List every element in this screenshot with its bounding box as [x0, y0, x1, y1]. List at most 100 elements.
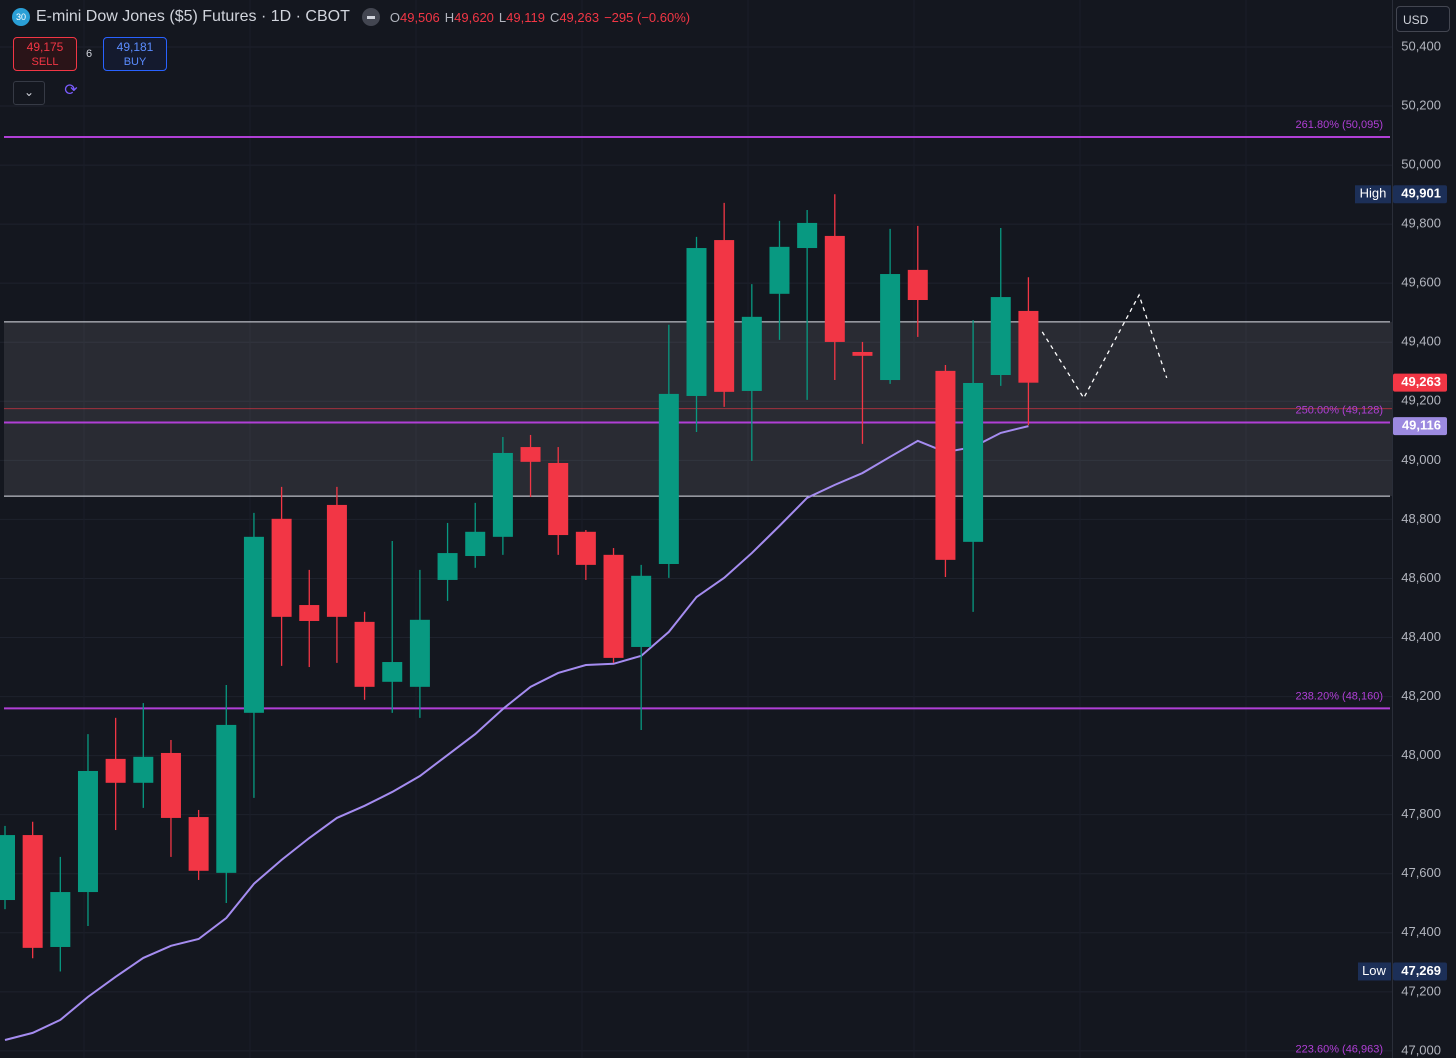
candle-body	[658, 393, 679, 564]
candle-body	[1018, 310, 1039, 383]
fib-label: 238.20% (48,160)	[1296, 690, 1383, 702]
ohlc-value: 49,506	[399, 9, 440, 25]
candle-body	[852, 351, 873, 356]
candle-body	[133, 756, 154, 783]
symbol-badge: 30	[12, 8, 30, 26]
y-tick-label: 49,000	[1401, 452, 1441, 467]
candle-body	[50, 892, 71, 947]
candle-body	[243, 536, 264, 713]
sync-icon[interactable]: ⟳	[64, 82, 78, 99]
candle-body	[880, 274, 901, 381]
y-tick-label: 49,600	[1401, 275, 1441, 290]
candle-body	[935, 370, 956, 560]
sell-button[interactable]: 49,175 SELL	[13, 37, 77, 71]
y-tick-label: 49,400	[1401, 334, 1441, 349]
candle-body	[769, 246, 790, 294]
candle-body	[990, 297, 1011, 376]
candle-body	[907, 269, 928, 301]
hide-button[interactable]	[361, 8, 380, 26]
ohlc-key: L	[498, 9, 507, 25]
buy-button[interactable]: 49,181 BUY	[103, 37, 167, 71]
candle-body	[520, 447, 541, 462]
y-tick-label: 48,000	[1401, 747, 1441, 762]
candle-body	[0, 835, 15, 901]
ohlc-legend: O49,506 H49,620 L49,119 C49,263 −295 (−0.60%…	[390, 10, 690, 25]
header: 30 E-mini Dow Jones ($5) Futures · 1D · …	[12, 8, 690, 26]
candle-body	[299, 605, 320, 621]
moving-average	[4, 425, 1029, 1041]
candle-body	[437, 553, 458, 580]
candle-body	[824, 235, 845, 342]
y-tick-label: 49,200	[1401, 393, 1441, 408]
ohlc-value: 49,119	[506, 9, 545, 25]
quantity: 6	[86, 48, 93, 60]
ohlc-value: 49,263	[559, 9, 600, 25]
candle-body	[465, 531, 486, 557]
low-badge	[1393, 962, 1447, 981]
high-badge	[1393, 185, 1447, 204]
candle-body	[354, 621, 375, 687]
candle-body	[797, 222, 818, 249]
candle-body	[77, 770, 98, 893]
ohlc-key: C	[549, 9, 560, 25]
sell-price: 49,175	[26, 40, 64, 54]
fib-label: 250.00% (49,128)	[1296, 404, 1383, 416]
y-tick-label: 47,600	[1401, 865, 1441, 880]
low-text: Low	[1362, 963, 1386, 978]
candle-body	[271, 518, 292, 617]
y-tick-label: 48,200	[1401, 688, 1441, 703]
ma-last-label: 49,116	[1402, 418, 1441, 433]
candle-body	[963, 382, 984, 542]
change: −295 (−0.60%)	[604, 9, 691, 25]
candle-body	[382, 662, 403, 682]
last-price-badge	[1393, 373, 1447, 392]
low-tag	[1358, 962, 1391, 981]
low-label: 47,269	[1401, 963, 1441, 978]
y-tick-label: 50,200	[1401, 97, 1441, 112]
y-tick-label: 47,000	[1401, 1042, 1441, 1057]
candle-body	[603, 554, 624, 658]
y-tick-label: 47,200	[1401, 983, 1441, 998]
high-label: 49,901	[1401, 186, 1441, 201]
high-tag	[1355, 185, 1391, 204]
y-tick-label: 50,000	[1401, 157, 1441, 172]
candle-body	[548, 463, 569, 536]
candle-body	[216, 724, 237, 873]
candle-body	[631, 575, 652, 647]
currency-button[interactable]: USD	[1396, 6, 1450, 32]
candle-body	[714, 240, 735, 392]
candle-body	[409, 619, 430, 687]
y-tick-label: 47,800	[1401, 806, 1441, 821]
candle-body	[160, 752, 181, 818]
ma-last-badge	[1393, 417, 1447, 436]
y-tick-label: 48,800	[1401, 511, 1441, 526]
collapse-button[interactable]: ⌄	[13, 81, 45, 105]
candle-body	[22, 835, 43, 948]
y-tick-label: 47,400	[1401, 924, 1441, 939]
candle-body	[575, 531, 596, 565]
fib-label: 261.80% (50,095)	[1296, 119, 1383, 131]
chart-title: E-mini Dow Jones ($5) Futures · 1D · CBO…	[36, 8, 350, 25]
ohlc-key: O	[389, 9, 400, 25]
candle-body	[105, 758, 126, 783]
candle-body	[326, 504, 347, 617]
buy-price: 49,181	[116, 40, 154, 54]
y-tick-label: 49,800	[1401, 216, 1441, 231]
candle-body	[686, 248, 707, 396]
fib-label: 223.60% (46,963)	[1296, 1044, 1383, 1056]
ohlc-key: H	[444, 9, 455, 25]
high-text: High	[1360, 186, 1387, 201]
candle-body	[188, 817, 209, 871]
buy-text: BUY	[123, 56, 147, 68]
candle-body	[492, 452, 513, 537]
candle-body	[741, 316, 762, 391]
ohlc-value: 49,620	[454, 9, 494, 25]
sell-text: SELL	[31, 56, 59, 68]
last-price-label: 49,263	[1401, 374, 1441, 389]
y-tick-label: 48,400	[1401, 629, 1441, 644]
y-tick-label: 48,600	[1401, 570, 1441, 585]
projection	[1041, 293, 1168, 400]
currency: USD	[1403, 13, 1429, 27]
